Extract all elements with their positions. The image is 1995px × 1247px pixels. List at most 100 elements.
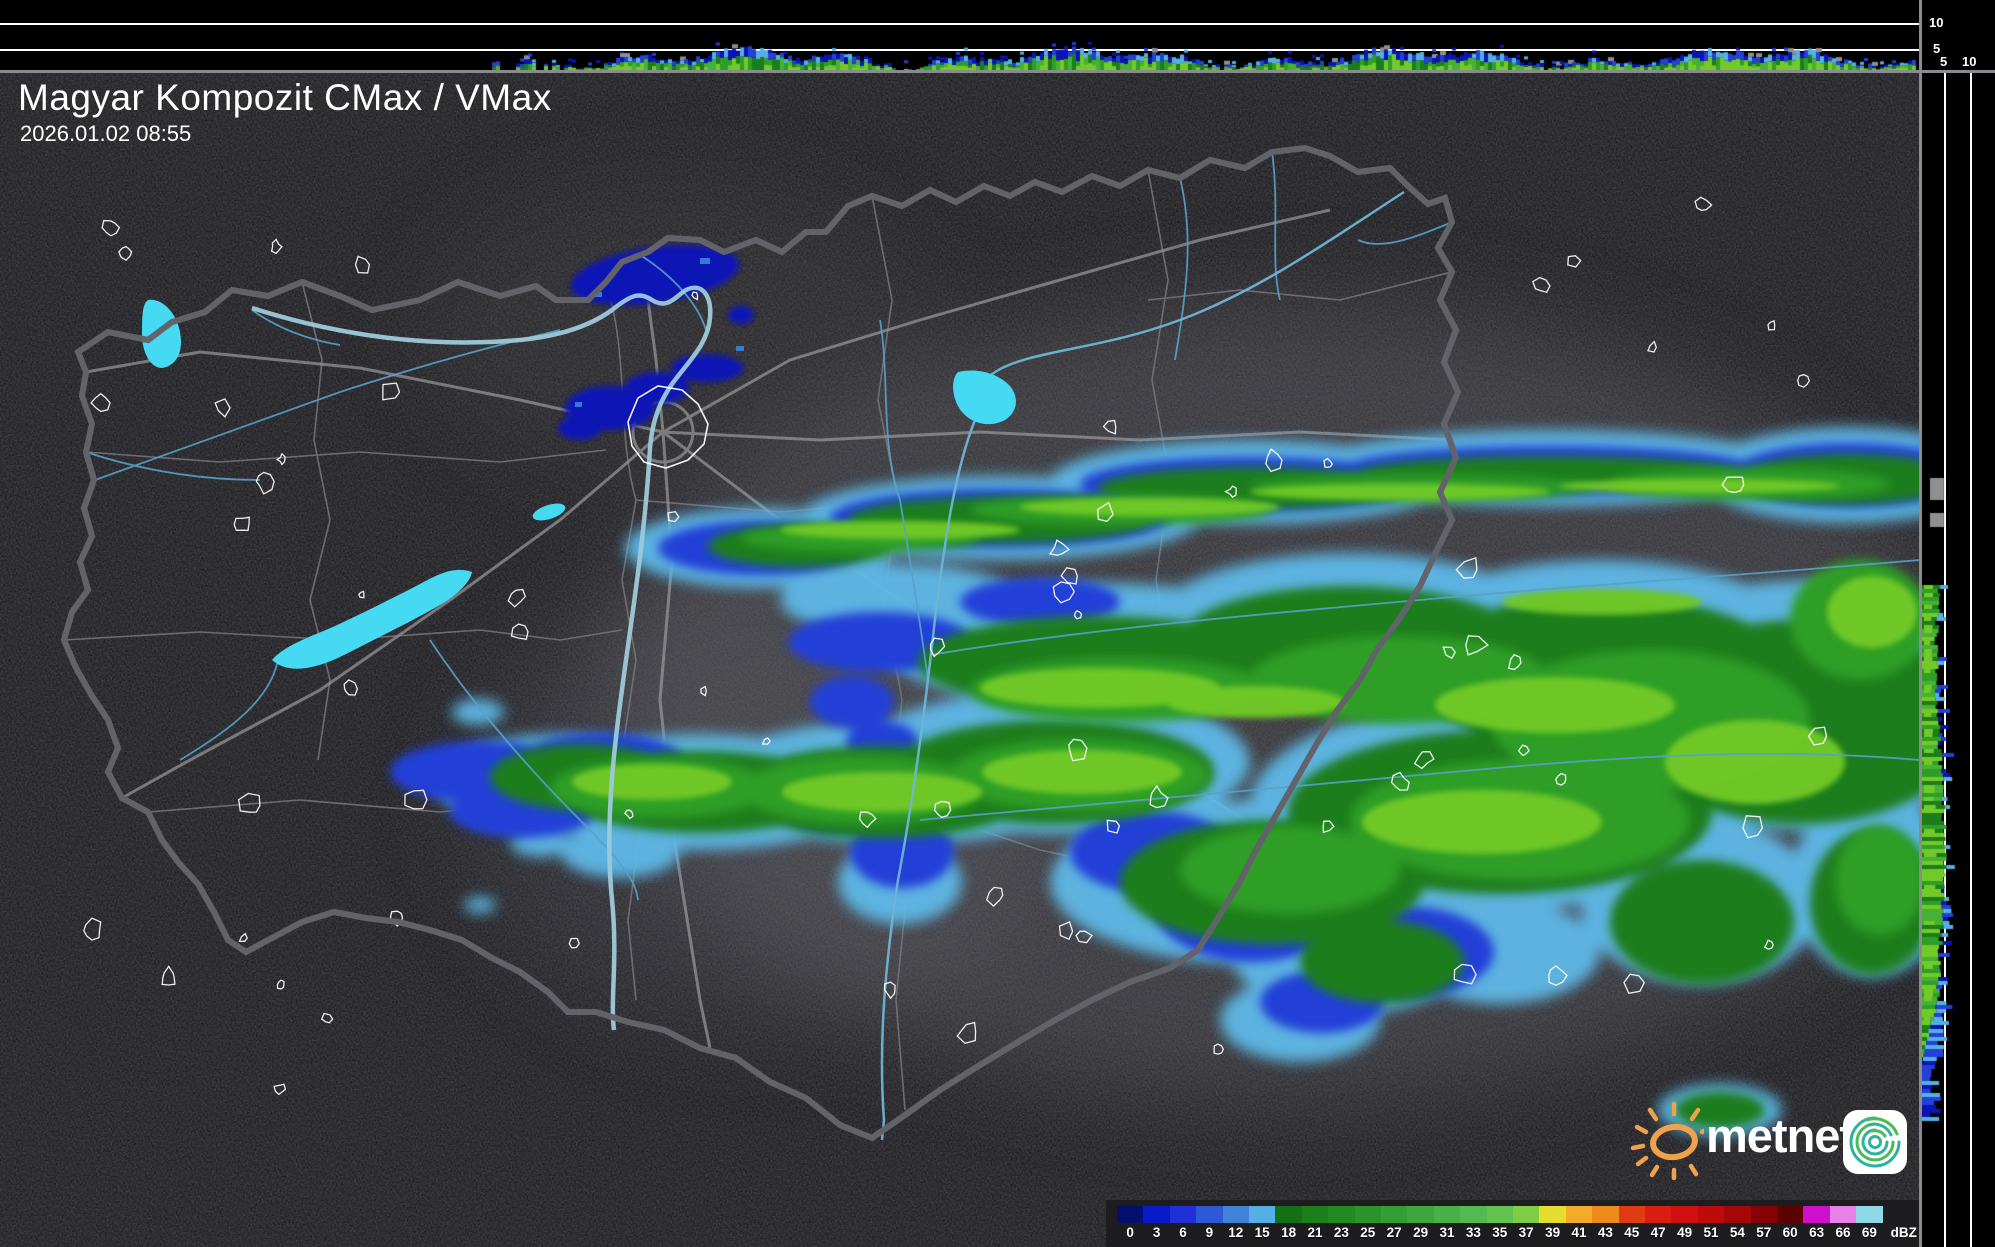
settlement-outline <box>275 452 286 466</box>
legend-swatch <box>1565 1206 1593 1223</box>
budapest-outline <box>627 385 709 469</box>
legend-swatch <box>1433 1206 1461 1223</box>
settlement-outline <box>1507 654 1522 671</box>
settlement-outline <box>700 685 707 697</box>
settlement-outline <box>1413 751 1435 770</box>
settlement-outline <box>507 588 527 608</box>
settlement-outline <box>1555 772 1567 786</box>
right-axis-label-5: 5 <box>1940 54 1948 69</box>
settlement-outline <box>90 392 111 413</box>
legend-unit-label: dBZ <box>1890 1225 1917 1240</box>
legend-tick-label: 3 <box>1152 1225 1161 1240</box>
settlement-outline <box>214 398 231 418</box>
legend-swatch <box>1407 1206 1435 1223</box>
metnet-logo: metnet <box>1630 1096 1920 1180</box>
settlement-outline <box>343 679 359 696</box>
legend-tick-label: 18 <box>1281 1225 1297 1240</box>
legend-tick-label: 12 <box>1228 1225 1244 1240</box>
settlement-outline <box>276 979 285 990</box>
settlement-outline <box>956 1021 977 1045</box>
country-border <box>60 144 1462 1142</box>
settlement-outline <box>858 811 877 829</box>
legend-tick-label: 63 <box>1809 1225 1825 1240</box>
settlement-outline <box>761 737 772 745</box>
settlement-outline <box>1767 319 1776 331</box>
legend-swatch <box>1856 1206 1884 1223</box>
legend-swatch <box>1724 1206 1752 1223</box>
legend-tick-label: 43 <box>1597 1225 1613 1240</box>
settlement-outline <box>118 245 133 262</box>
settlement-outline <box>1517 744 1530 757</box>
legend-tick-label: 35 <box>1492 1225 1508 1240</box>
settlement-outline <box>1742 815 1763 839</box>
legend-swatch <box>1592 1206 1620 1223</box>
settlement-outline <box>1149 784 1169 809</box>
legend-swatch <box>1539 1206 1567 1223</box>
settlement-outline <box>1265 448 1283 473</box>
settlement-outline <box>233 516 250 532</box>
top-profile-histogram <box>0 0 1919 70</box>
settlement-outline <box>1068 738 1088 762</box>
legend-swatch <box>1354 1206 1382 1223</box>
settlement-outline <box>1694 196 1713 211</box>
legend-tick-label: 39 <box>1545 1225 1561 1240</box>
settlement-outline <box>1455 557 1478 579</box>
settlement-outline <box>1213 1043 1225 1055</box>
rivers <box>85 151 1919 901</box>
legend-tick-label: 6 <box>1179 1225 1187 1240</box>
settlement-outline <box>255 471 275 495</box>
settlement-outline <box>1097 501 1114 523</box>
legend-tick-label: 21 <box>1307 1225 1323 1240</box>
settlement-outlines <box>83 196 1828 1096</box>
lake-ferto <box>142 299 182 368</box>
settlement-outline <box>1567 255 1582 268</box>
legend-swatch <box>1513 1206 1540 1223</box>
settlement-outline <box>667 510 680 523</box>
settlement-outline <box>354 255 371 274</box>
settlement-outline <box>273 1083 287 1096</box>
settlement-outline <box>1106 819 1121 834</box>
settlement-outline <box>161 965 176 986</box>
lake-tisza <box>953 370 1016 425</box>
legend-swatch <box>1750 1206 1778 1223</box>
settlement-outline <box>1052 581 1076 604</box>
reflectivity-legend: 0 3 6 9 12 15 18 21 23 25 27 29 31 33 35 37 39 41 43 45 47 49… <box>1106 1200 1919 1247</box>
map-canvas <box>0 73 1919 1247</box>
radar-map <box>0 73 1919 1247</box>
settlement-outline <box>1453 963 1477 985</box>
right-axis-label-10: 10 <box>1962 54 1977 69</box>
legend-tick-label: 0 <box>1126 1225 1134 1240</box>
settlement-outline <box>1647 340 1658 353</box>
profile-corner-box <box>1922 0 1995 70</box>
legend-tick-label: 29 <box>1413 1225 1429 1240</box>
settlement-outline <box>1548 965 1568 986</box>
settlement-outline <box>1073 610 1083 620</box>
settlement-outline <box>1323 457 1334 468</box>
legend-swatch <box>1196 1206 1224 1223</box>
legend-swatch <box>1275 1206 1303 1223</box>
legend-swatch <box>1460 1206 1488 1223</box>
settlement-outline <box>270 238 283 255</box>
legend-tick-label: 9 <box>1205 1225 1214 1240</box>
metnet-wordmark: metnet <box>1706 1109 1855 1162</box>
legend-tick-label: 51 <box>1703 1225 1719 1240</box>
legend-swatch <box>1829 1206 1857 1223</box>
legend-tick-label: 33 <box>1465 1225 1481 1240</box>
legend-tick-label: 23 <box>1333 1225 1349 1240</box>
settlement-outline <box>510 623 529 641</box>
legend-swatch <box>1618 1206 1646 1223</box>
settlement-outline <box>320 1012 334 1024</box>
legend-swatch <box>1645 1206 1672 1223</box>
legend-tick-label: 54 <box>1729 1225 1745 1240</box>
settlement-outline <box>1721 476 1745 494</box>
legend-swatch <box>1671 1206 1699 1223</box>
settlement-outline <box>1102 419 1117 435</box>
legend-swatch <box>1777 1206 1804 1223</box>
legend-swatch <box>1486 1206 1514 1223</box>
settlement-outline <box>883 981 896 1000</box>
settlement-outline <box>1465 635 1489 656</box>
settlement-outline <box>1390 771 1410 791</box>
settlement-outline <box>1531 276 1551 293</box>
legend-swatch <box>1249 1206 1276 1223</box>
settlement-outline <box>238 932 248 942</box>
